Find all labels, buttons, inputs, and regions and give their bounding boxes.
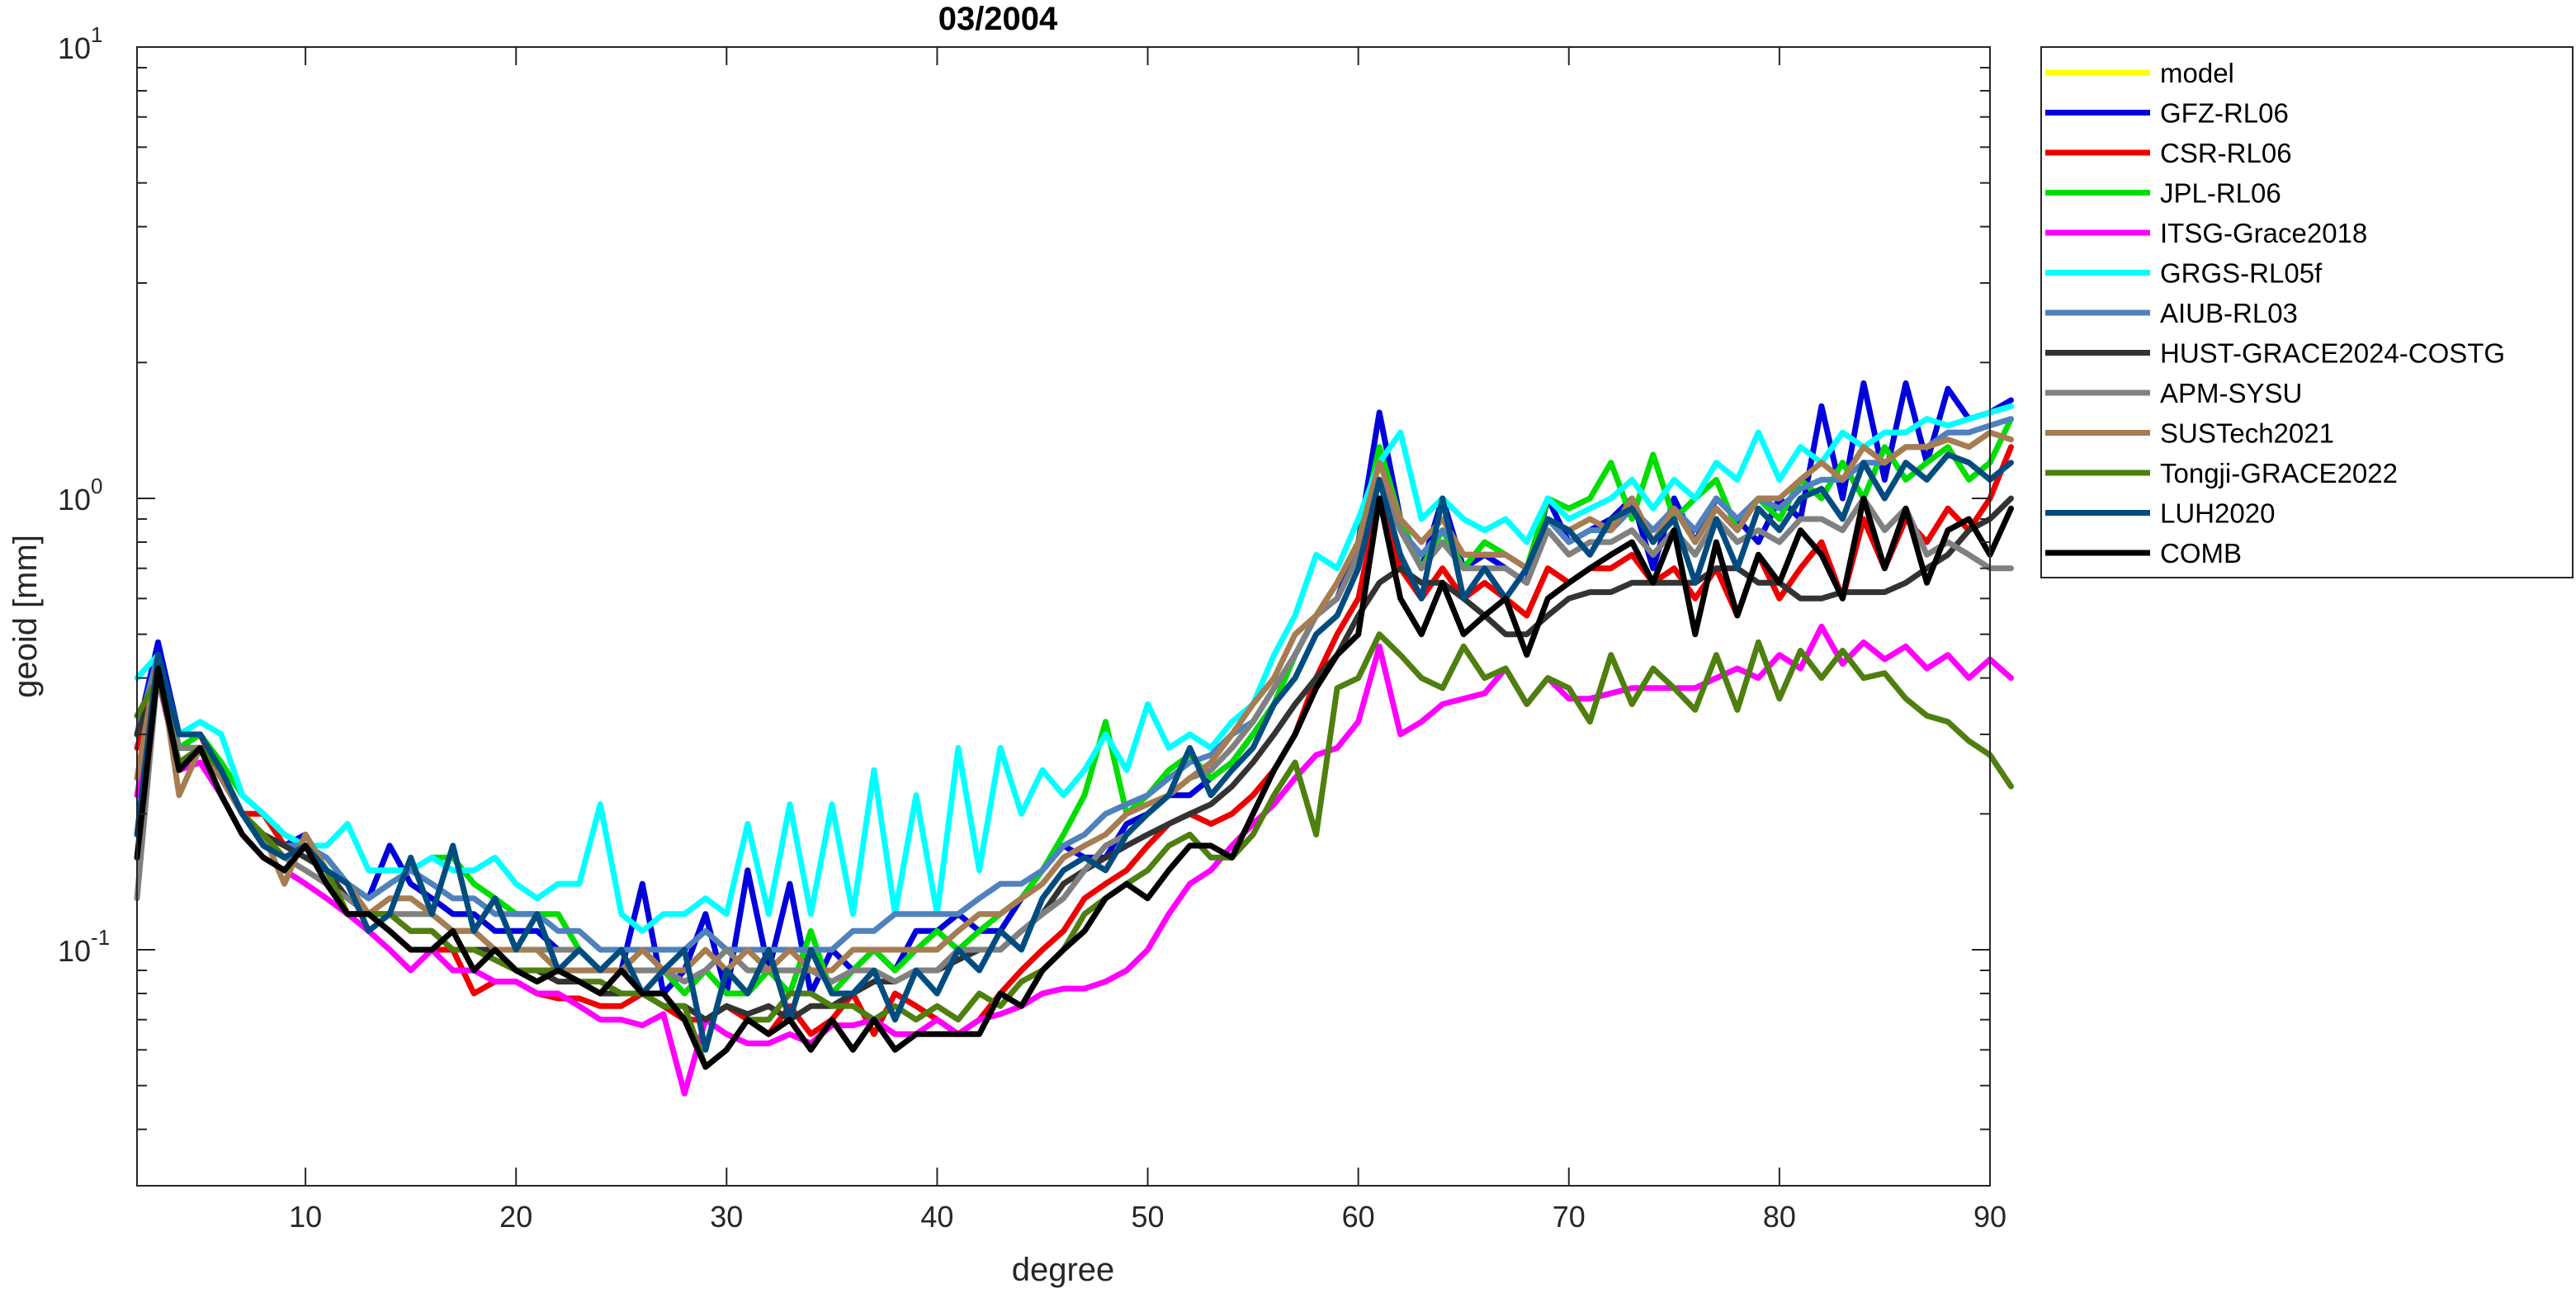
legend-label: APM-SYSU bbox=[2160, 378, 2302, 408]
legend-label: JPL-RL06 bbox=[2160, 178, 2281, 209]
series-line-luh2020 bbox=[134, 451, 2014, 1053]
legend-label: COMB bbox=[2160, 538, 2242, 569]
legend-label: GRGS-RL05f bbox=[2160, 258, 2323, 289]
x-tick-label: 20 bbox=[499, 1200, 532, 1234]
plot-background bbox=[137, 47, 1990, 1186]
y-tick-exponent: 0 bbox=[91, 474, 102, 498]
series-line-comb bbox=[134, 495, 2014, 1070]
legend-label: CSR-RL06 bbox=[2160, 138, 2292, 168]
legend-label: AIUB-RL03 bbox=[2160, 298, 2298, 328]
x-axis-label: degree bbox=[1012, 1252, 1115, 1288]
legend-label: HUST-GRACE2024-COSTG bbox=[2160, 338, 2505, 369]
y-tick-label: 10-1 bbox=[58, 925, 110, 968]
y-tick-exponent: 1 bbox=[91, 22, 102, 47]
legend-label: Tongji-GRACE2022 bbox=[2160, 458, 2398, 488]
series-line-aiub-rl03 bbox=[134, 416, 2014, 953]
legend-label: model bbox=[2160, 58, 2234, 88]
series-line-itsg-grace2018 bbox=[134, 623, 2014, 1097]
x-tick-label: 90 bbox=[1973, 1200, 2006, 1234]
x-tick-label: 40 bbox=[920, 1200, 953, 1234]
legend: model GFZ-RL06 CSR-RL06 JPL-RL06 ITSG-Grace2… bbox=[2040, 46, 2574, 578]
series-layer bbox=[134, 380, 2014, 1097]
axes-box bbox=[136, 46, 1991, 1187]
legend-items: model GFZ-RL06 CSR-RL06 JPL-RL06 ITSG-Grace2… bbox=[2045, 58, 2505, 569]
y-tick-exponent: -1 bbox=[91, 925, 110, 950]
x-tick-label: 30 bbox=[710, 1200, 743, 1234]
legend-label: LUH2020 bbox=[2160, 498, 2275, 529]
series-line-grgs-rl05f bbox=[134, 403, 2014, 934]
series-line-tongji-grace2022 bbox=[134, 631, 2014, 1070]
legend-label: ITSG-Grace2018 bbox=[2160, 218, 2367, 248]
y-tick-label: 101 bbox=[58, 22, 103, 65]
x-tick-label: 10 bbox=[289, 1200, 322, 1234]
x-tick-label: 70 bbox=[1553, 1200, 1586, 1234]
series-line-sustech2021 bbox=[134, 429, 2014, 974]
x-tick-label: 60 bbox=[1342, 1200, 1375, 1234]
x-tick-label: 50 bbox=[1132, 1200, 1165, 1234]
legend-label: SUSTech2021 bbox=[2160, 418, 2334, 449]
legend-label: GFZ-RL06 bbox=[2160, 98, 2289, 129]
y-tick-label: 100 bbox=[58, 474, 103, 517]
x-tick-label: 80 bbox=[1763, 1200, 1796, 1234]
chart-title: 03/2004 bbox=[938, 1, 1058, 37]
y-axis-label: geoid [mm] bbox=[7, 535, 44, 698]
